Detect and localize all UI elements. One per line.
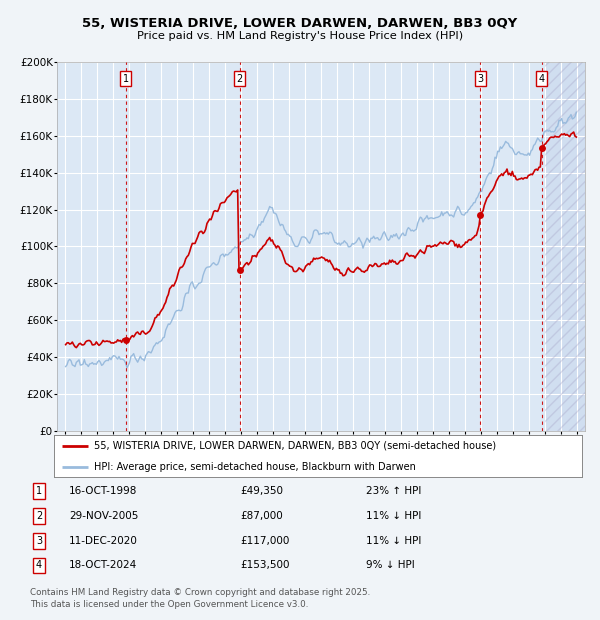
Text: 55, WISTERIA DRIVE, LOWER DARWEN, DARWEN, BB3 0QY (semi-detached house): 55, WISTERIA DRIVE, LOWER DARWEN, DARWEN… <box>94 441 496 451</box>
Text: 11% ↓ HPI: 11% ↓ HPI <box>366 511 421 521</box>
Text: 29-NOV-2005: 29-NOV-2005 <box>69 511 139 521</box>
Text: £153,500: £153,500 <box>240 560 290 570</box>
Text: 3: 3 <box>36 536 42 546</box>
Text: £87,000: £87,000 <box>240 511 283 521</box>
Text: 3: 3 <box>477 74 483 84</box>
Text: HPI: Average price, semi-detached house, Blackburn with Darwen: HPI: Average price, semi-detached house,… <box>94 462 415 472</box>
Text: 4: 4 <box>539 74 545 84</box>
Text: £117,000: £117,000 <box>240 536 289 546</box>
Bar <box>545 62 585 431</box>
Text: 1: 1 <box>36 486 42 496</box>
Text: Price paid vs. HM Land Registry's House Price Index (HPI): Price paid vs. HM Land Registry's House … <box>137 31 463 41</box>
Text: 2: 2 <box>236 74 242 84</box>
Text: £49,350: £49,350 <box>240 486 283 496</box>
Text: 4: 4 <box>36 560 42 570</box>
Text: 9% ↓ HPI: 9% ↓ HPI <box>366 560 415 570</box>
Text: 18-OCT-2024: 18-OCT-2024 <box>69 560 137 570</box>
Text: Contains HM Land Registry data © Crown copyright and database right 2025.: Contains HM Land Registry data © Crown c… <box>30 588 370 597</box>
Text: 55, WISTERIA DRIVE, LOWER DARWEN, DARWEN, BB3 0QY: 55, WISTERIA DRIVE, LOWER DARWEN, DARWEN… <box>82 17 518 30</box>
Text: 16-OCT-1998: 16-OCT-1998 <box>69 486 137 496</box>
Text: 11-DEC-2020: 11-DEC-2020 <box>69 536 138 546</box>
Text: 11% ↓ HPI: 11% ↓ HPI <box>366 536 421 546</box>
Text: 1: 1 <box>122 74 129 84</box>
Text: 2: 2 <box>36 511 42 521</box>
Text: This data is licensed under the Open Government Licence v3.0.: This data is licensed under the Open Gov… <box>30 600 308 609</box>
Text: 23% ↑ HPI: 23% ↑ HPI <box>366 486 421 496</box>
Bar <box>545 62 585 431</box>
